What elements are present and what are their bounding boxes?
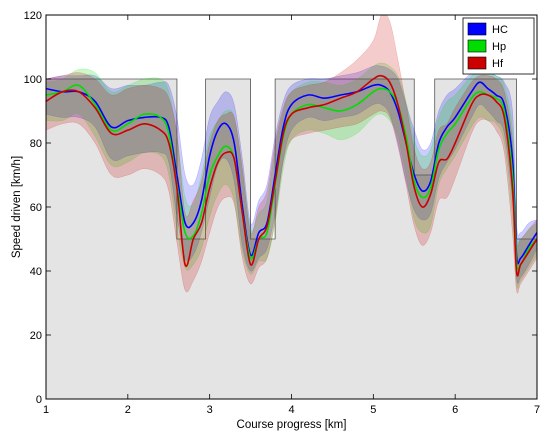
x-tick-label: 7 — [534, 404, 540, 416]
legend-swatch-hf — [467, 56, 487, 70]
y-tick-label: 0 — [36, 394, 42, 406]
x-tick-label: 3 — [207, 404, 213, 416]
x-tick-label: 5 — [370, 404, 376, 416]
legend-label-hc: HC — [492, 24, 508, 36]
line-hf — [46, 74, 537, 277]
y-tick-label: 60 — [30, 202, 42, 214]
y-tick-label: 120 — [24, 10, 42, 22]
y-axis-label: Speed driven [km/h] — [11, 156, 23, 258]
legend-swatch-hc — [467, 22, 487, 36]
speed-limit-line — [46, 78, 537, 240]
band-hc — [46, 65, 537, 284]
axes: 1 2 3 4 5 6 7 0 20 40 60 80 100 120 — [24, 10, 540, 416]
y-tick-label: 100 — [24, 74, 42, 86]
legend-label-hf: Hf — [492, 58, 504, 70]
legend: HC Hp Hf — [462, 17, 535, 75]
x-axis-label: Course progress [km] — [237, 419, 347, 431]
x-tick-label: 1 — [43, 404, 49, 416]
y-tick-label: 20 — [30, 330, 42, 342]
line-hc — [46, 81, 537, 265]
x-tick-label: 4 — [288, 404, 294, 416]
x-tick-label: 2 — [125, 404, 131, 416]
band-hp — [46, 62, 537, 289]
line-hp — [46, 84, 537, 271]
x-tick-label: 6 — [452, 404, 458, 416]
legend-label-hp: Hp — [492, 41, 506, 53]
plot-area — [46, 15, 537, 399]
legend-swatch-hp — [467, 39, 487, 53]
y-tick-label: 40 — [30, 266, 42, 278]
y-tick-label: 80 — [30, 138, 42, 150]
